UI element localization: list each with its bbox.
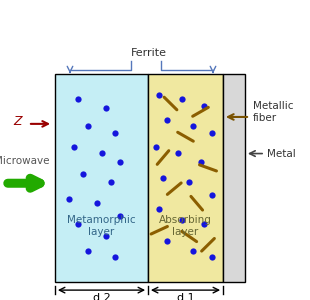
Text: Microwave: Microwave (0, 157, 50, 166)
Text: Metallic
fiber: Metallic fiber (253, 101, 294, 123)
Text: d 2: d 2 (93, 293, 110, 300)
Text: d 1: d 1 (177, 293, 194, 300)
Text: Metamorphic
layer: Metamorphic layer (67, 215, 136, 237)
Text: Metal: Metal (267, 148, 296, 159)
Text: [Fig.1] Double-layer radio-wave absorbent paints: [Fig.1] Double-layer radio-wave absorben… (6, 8, 310, 20)
Text: Absorbing
layer: Absorbing layer (159, 215, 212, 237)
Text: Ferrite: Ferrite (131, 48, 167, 58)
Bar (148, 74, 223, 282)
Bar (223, 74, 245, 282)
Bar (55, 74, 148, 282)
Text: Z: Z (14, 116, 22, 128)
